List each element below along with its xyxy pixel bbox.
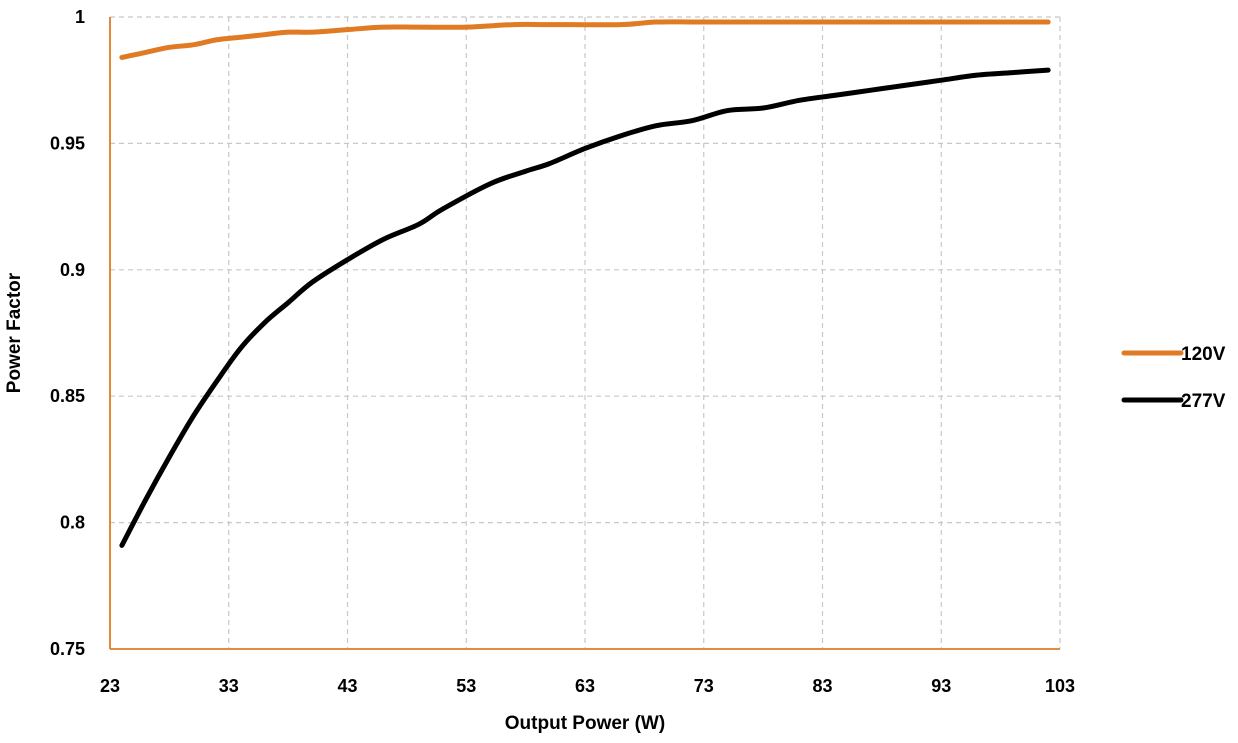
y-tick-label: 0.95 [50,133,85,153]
tick-labels: 23 33 43 53 63 73 83 93 103 0.75 0.8 0.85 0.9 0.95 1 [50,7,1075,696]
grid [110,16,1061,649]
y-tick-label: 0.85 [50,386,85,406]
x-tick-label: 23 [100,676,120,696]
x-tick-label: 73 [694,676,714,696]
legend: 120V 277V [1121,344,1226,412]
x-tick-label: 53 [456,676,476,696]
series-line-277v [119,67,1051,548]
axes [109,17,1060,650]
x-tick-label: 63 [575,676,595,696]
x-tick-label: 43 [337,676,357,696]
legend-label-277v: 277V [1181,391,1226,412]
y-tick-label: 0.8 [60,513,85,533]
y-axis-title: Power Factor [4,272,25,393]
x-tick-label: 103 [1045,676,1075,696]
series-lines [119,19,1051,548]
x-tick-label: 93 [931,676,951,696]
y-tick-label: 1 [75,7,85,27]
y-tick-label: 0.9 [60,260,85,280]
series-line-120v [119,19,1051,60]
x-tick-label: 33 [219,676,239,696]
x-axis-title: Output Power (W) [505,713,665,734]
legend-label-120v: 120V [1181,344,1226,365]
y-tick-label: 0.75 [50,639,85,659]
x-tick-label: 83 [812,676,832,696]
